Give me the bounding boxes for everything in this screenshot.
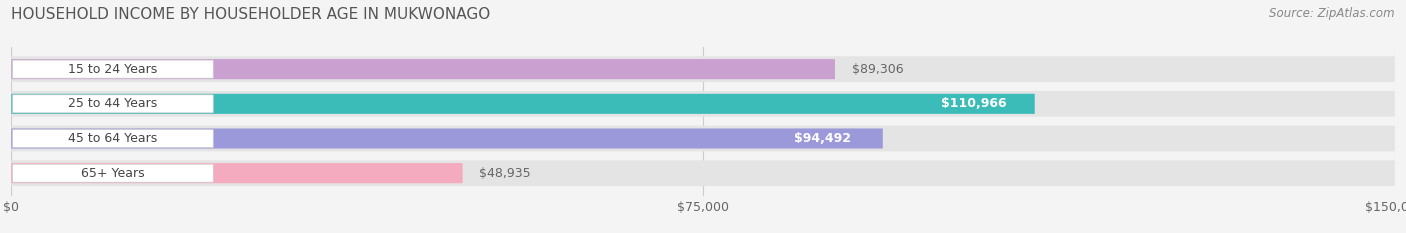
Text: $48,935: $48,935: [479, 167, 531, 180]
FancyBboxPatch shape: [762, 130, 879, 147]
FancyBboxPatch shape: [11, 126, 1395, 151]
FancyBboxPatch shape: [914, 96, 1031, 112]
Text: Source: ZipAtlas.com: Source: ZipAtlas.com: [1270, 7, 1395, 20]
Text: HOUSEHOLD INCOME BY HOUSEHOLDER AGE IN MUKWONAGO: HOUSEHOLD INCOME BY HOUSEHOLDER AGE IN M…: [11, 7, 491, 22]
FancyBboxPatch shape: [13, 164, 214, 182]
FancyBboxPatch shape: [11, 56, 1395, 82]
FancyBboxPatch shape: [11, 160, 1395, 186]
Text: $89,306: $89,306: [852, 63, 903, 76]
Text: $94,492: $94,492: [794, 132, 851, 145]
Text: 65+ Years: 65+ Years: [82, 167, 145, 180]
FancyBboxPatch shape: [13, 95, 214, 113]
FancyBboxPatch shape: [11, 59, 835, 79]
FancyBboxPatch shape: [13, 130, 214, 147]
FancyBboxPatch shape: [13, 60, 214, 78]
Text: 25 to 44 Years: 25 to 44 Years: [69, 97, 157, 110]
FancyBboxPatch shape: [11, 163, 463, 183]
Text: 15 to 24 Years: 15 to 24 Years: [69, 63, 157, 76]
Text: 45 to 64 Years: 45 to 64 Years: [69, 132, 157, 145]
FancyBboxPatch shape: [11, 128, 883, 149]
FancyBboxPatch shape: [11, 91, 1395, 117]
FancyBboxPatch shape: [11, 94, 1035, 114]
Text: $110,966: $110,966: [942, 97, 1007, 110]
